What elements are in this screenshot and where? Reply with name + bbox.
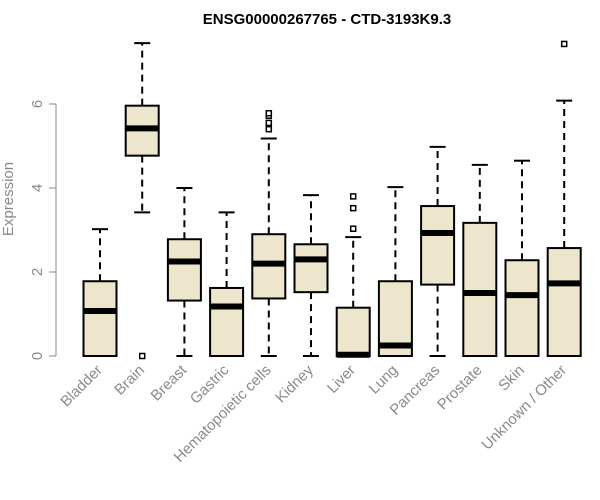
outlier-point [349, 204, 357, 212]
box-group [293, 194, 329, 357]
y-tick-label: 6 [29, 100, 46, 108]
box-iqr [209, 286, 245, 357]
box-group [335, 193, 371, 358]
box-group [166, 187, 202, 357]
chart-title: ENSG00000267765 - CTD-3193K9.3 [203, 11, 451, 28]
x-category-label: Liver [324, 362, 359, 397]
box-iqr [546, 247, 582, 357]
outlier-point [138, 352, 146, 360]
x-category-label: Prostate [434, 362, 486, 414]
x-category-label: Skin [495, 362, 528, 395]
box-group [377, 186, 413, 357]
x-category-label: Breast [148, 361, 191, 404]
box-series [82, 40, 582, 360]
box-iqr [462, 221, 498, 357]
x-category-label: Lung [366, 362, 402, 398]
x-category-label: Kidney [272, 361, 317, 406]
box-iqr [166, 238, 202, 302]
outlier-point [265, 119, 273, 127]
outlier-point [265, 109, 273, 117]
box-iqr [420, 205, 456, 286]
x-category-label: Brain [111, 362, 148, 399]
box-group [82, 228, 118, 357]
y-tick-label: 2 [29, 268, 46, 276]
box-group [546, 40, 582, 357]
x-category-label: Bladder [57, 362, 106, 411]
box-iqr [82, 280, 118, 357]
y-axis: 0 2 4 6 [29, 100, 57, 360]
outlier-point [560, 40, 568, 48]
box-group [251, 109, 287, 357]
outlier-point [349, 193, 357, 200]
box-group [124, 42, 160, 360]
y-tick-label: 0 [29, 352, 46, 360]
box-iqr [335, 306, 371, 358]
box-iqr [504, 259, 540, 357]
box-group [420, 145, 456, 357]
outlier-point [265, 125, 273, 133]
y-axis-label: Expression [0, 162, 17, 236]
box-group [209, 211, 245, 357]
outlier-point [349, 225, 357, 232]
y-tick-label: 4 [29, 184, 46, 192]
box-group [504, 159, 540, 357]
box-iqr [293, 243, 329, 294]
box-group [462, 163, 498, 357]
